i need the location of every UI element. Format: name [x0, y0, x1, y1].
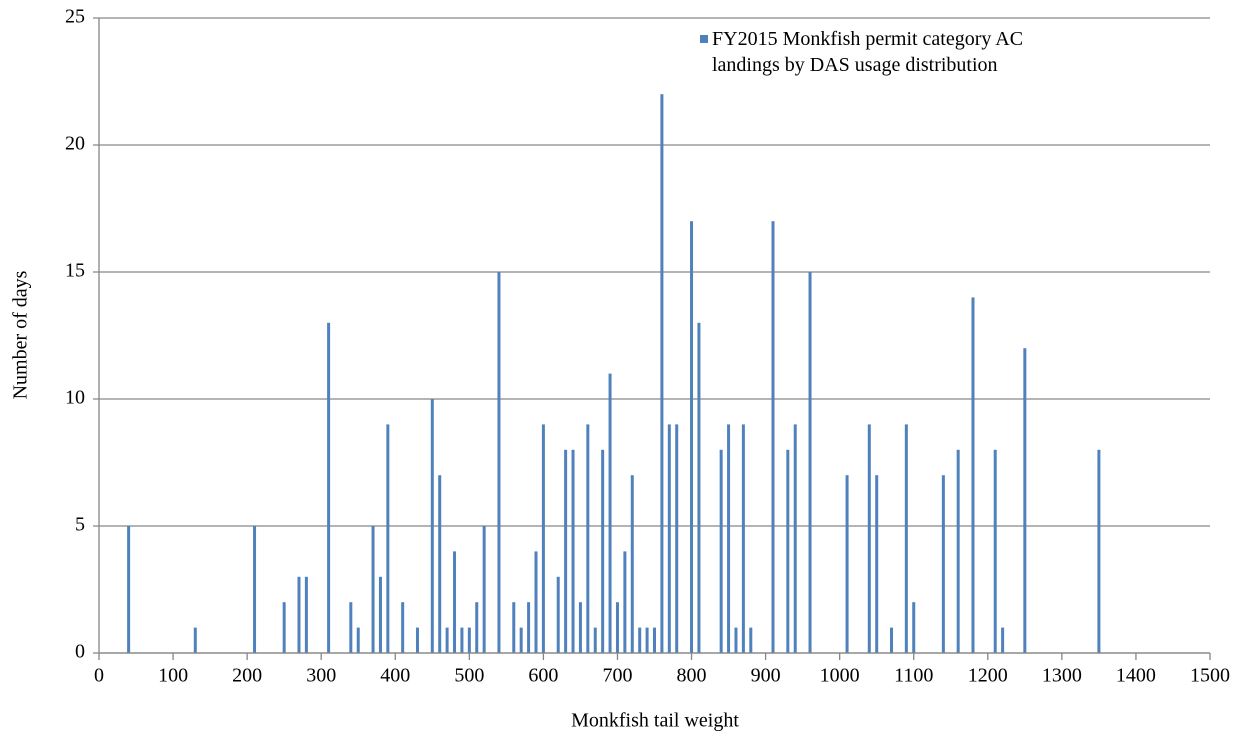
- x-tick-label: 200: [232, 665, 262, 687]
- bar: [971, 297, 975, 653]
- bar: [253, 526, 257, 653]
- x-tick-label: 1200: [968, 665, 1008, 687]
- x-tick-label: 0: [94, 665, 104, 687]
- bar: [453, 551, 457, 653]
- bar: [727, 424, 731, 653]
- y-axis-label: Number of days: [10, 270, 32, 399]
- bar: [638, 627, 642, 653]
- bar: [593, 627, 597, 653]
- bar: [904, 424, 908, 653]
- bar: [356, 627, 360, 653]
- bar: [601, 449, 605, 653]
- bar: [675, 424, 679, 653]
- bar: [845, 475, 849, 653]
- bar: [467, 627, 471, 653]
- bar: [349, 602, 353, 653]
- bar: [564, 449, 568, 653]
- bar: [734, 627, 738, 653]
- bar: [771, 221, 775, 653]
- y-tick-label: 20: [65, 133, 85, 155]
- bar: [867, 424, 871, 653]
- bar: [534, 551, 538, 653]
- bar: [327, 322, 331, 653]
- bar: [941, 475, 945, 653]
- bar: [415, 627, 419, 653]
- x-tick-label: 1500: [1190, 665, 1230, 687]
- bar: [378, 576, 382, 653]
- legend-swatch: [700, 35, 708, 43]
- bar: [578, 602, 582, 653]
- bar: [749, 627, 753, 653]
- bar: [875, 475, 879, 653]
- legend: FY2015 Monkfish permit category AC landi…: [700, 26, 1030, 78]
- bar: [304, 576, 308, 653]
- x-tick-label: 900: [751, 665, 781, 687]
- bar: [660, 94, 664, 653]
- bar: [786, 449, 790, 653]
- bar: [793, 424, 797, 653]
- bar: [912, 602, 916, 653]
- bar: [1001, 627, 1005, 653]
- bar: [371, 526, 375, 653]
- x-tick-label: 600: [528, 665, 558, 687]
- x-tick-label: 1100: [894, 665, 933, 687]
- y-tick-label: 15: [65, 260, 85, 282]
- bar: [653, 627, 656, 653]
- bar: [697, 322, 701, 653]
- bar: [1023, 348, 1027, 653]
- x-tick-label: 1300: [1042, 665, 1082, 687]
- bar: [667, 424, 671, 653]
- bar: [541, 424, 545, 653]
- x-tick-label: 700: [602, 665, 632, 687]
- x-axis-label: Monkfish tail weight: [571, 710, 739, 732]
- bar: [282, 602, 286, 653]
- bar: [401, 602, 405, 653]
- y-tick-label: 10: [65, 387, 85, 409]
- y-tick-label: 25: [65, 6, 85, 28]
- bar: [460, 627, 464, 653]
- bar: [445, 627, 449, 653]
- bar: [608, 373, 612, 653]
- bar: [519, 627, 523, 653]
- bar: [956, 449, 960, 653]
- bar: [127, 526, 131, 653]
- bar: [615, 602, 619, 653]
- x-tick-label: 500: [454, 665, 484, 687]
- bar: [527, 602, 531, 653]
- bar: [808, 272, 812, 653]
- x-tick-label: 300: [306, 665, 336, 687]
- bar: [690, 221, 694, 653]
- bar: [630, 475, 634, 653]
- bar: [993, 449, 997, 653]
- legend-label: FY2015 Monkfish permit category AC landi…: [712, 28, 1024, 76]
- bar: [512, 602, 516, 653]
- bar: [438, 475, 442, 653]
- bar: [430, 399, 434, 653]
- bar: [475, 602, 479, 653]
- bar: [482, 526, 486, 653]
- bar: [193, 627, 197, 653]
- bar: [556, 576, 560, 653]
- bar: [1097, 449, 1101, 653]
- bar: [497, 272, 501, 653]
- bar: [623, 551, 627, 653]
- bar: [386, 424, 390, 653]
- y-tick-label: 0: [75, 641, 85, 663]
- bar: [586, 424, 590, 653]
- x-tick-label: 800: [677, 665, 707, 687]
- x-tick-label: 1400: [1116, 665, 1156, 687]
- x-tick-label: 1000: [820, 665, 860, 687]
- bar: [571, 449, 575, 653]
- x-tick-label: 100: [158, 665, 188, 687]
- bar: [890, 627, 894, 653]
- bar: [741, 424, 745, 653]
- y-tick-label: 5: [75, 514, 85, 536]
- bar: [719, 449, 723, 653]
- bar: [645, 627, 649, 653]
- bar: [297, 576, 301, 653]
- x-tick-label: 400: [380, 665, 410, 687]
